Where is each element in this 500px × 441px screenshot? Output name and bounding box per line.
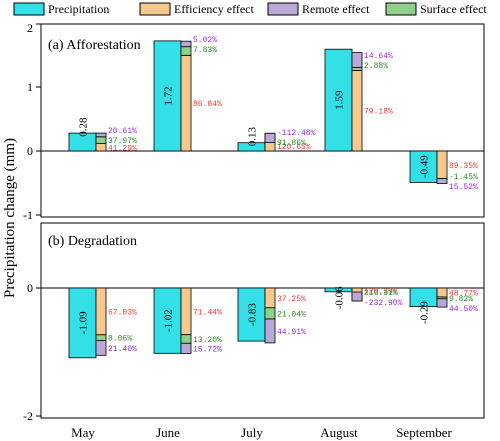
surface-percent-label: 9.82% (449, 295, 473, 304)
efficiency-percent-label: 37.25% (277, 295, 306, 304)
y-tick-label: -1 (23, 208, 33, 222)
remote-effect-bar (352, 292, 362, 301)
remote-effect-bar (181, 343, 191, 353)
surface-percent-label: -1.45% (449, 173, 478, 182)
surface-percent-label: 37.97% (108, 137, 137, 146)
precipitation-value-label: -0.83 (247, 303, 259, 326)
remote-percent-label: 21.40% (108, 345, 137, 354)
remote-effect-bar (437, 179, 447, 184)
surface-effect-bar (352, 68, 362, 71)
legend-swatch-remote (268, 3, 298, 15)
remote-percent-label: 15.52% (449, 183, 478, 192)
y-tick-label: 0 (27, 281, 33, 295)
panel-a-y-ticks: -1 0 1 2 (23, 21, 41, 222)
remote-effect-bar (265, 319, 275, 343)
x-tick-label-june: June (156, 425, 180, 440)
y-tick-label: 2 (27, 21, 33, 35)
efficiency-effect-bar (181, 288, 191, 335)
surface-percent-label: 91.86% (277, 139, 306, 148)
y-axis-label: Precipitation change (mm) (2, 138, 18, 298)
remote-effect-bar (437, 299, 447, 307)
legend-item-remote: Remote effect (268, 2, 370, 16)
efficiency-percent-label: 89.35% (449, 162, 478, 171)
remote-percent-label: 44.50% (449, 305, 478, 314)
x-tick-label-may: May (71, 425, 95, 440)
legend-swatch-efficiency (140, 3, 170, 15)
efficiency-effect-bar (96, 144, 106, 151)
precipitation-value-label: 1.59 (334, 90, 346, 110)
legend-item-precipitation: Precipitation (14, 2, 109, 16)
remote-percent-label: 44.91% (277, 328, 306, 337)
remote-percent-label: 15.72% (193, 345, 222, 354)
precipitation-value-label: -1.02 (163, 309, 175, 332)
remote-effect-bar (181, 41, 191, 47)
precipitation-value-label: 0.13 (247, 127, 259, 147)
efficiency-effect-bar (265, 288, 275, 308)
precipitation-value-label: -0.06 (334, 286, 346, 309)
surface-percent-label: 8.06% (108, 335, 132, 344)
efficiency-effect-bar (352, 70, 362, 151)
panel-b-y-ticks: -2 0 (23, 281, 41, 423)
remote-percent-label: 20.61% (108, 127, 137, 136)
legend-swatch-surface (386, 3, 416, 15)
precipitation-value-label: -1.09 (78, 311, 90, 334)
precipitation-value-label: 1.72 (163, 86, 175, 105)
precipitation-value-label: -0.49 (419, 155, 431, 178)
surface-percent-label: 7.83% (193, 46, 217, 55)
legend-swatch-precipitation (14, 3, 44, 15)
x-tick-labels: May June July August September (71, 425, 452, 440)
y-tick-label: -2 (23, 409, 33, 423)
panel-a-title: (a) Afforestation (48, 38, 141, 53)
remote-effect-bar (265, 133, 275, 142)
efficiency-percent-label: 86.84% (193, 100, 222, 109)
legend-label-surface: Surface effect (420, 2, 487, 16)
legend: Precipitation Efficiency effect Remote e… (14, 2, 487, 16)
surface-effect-bar (96, 137, 106, 144)
legend-item-efficiency: Efficiency effect (140, 2, 255, 16)
remote-effect-bar (96, 340, 106, 355)
remote-percent-label: 5.02% (193, 36, 217, 45)
precipitation-value-label: 0.28 (78, 117, 90, 137)
surface-percent-label: 2.88% (364, 62, 388, 71)
efficiency-effect-bar (96, 288, 106, 335)
y-tick-label: 1 (27, 80, 33, 94)
legend-label-efficiency: Efficiency effect (174, 2, 255, 16)
remote-percent-label: -232.90% (364, 299, 403, 308)
surface-percent-label: 21.04% (277, 310, 306, 319)
x-tick-label-august: August (320, 425, 358, 440)
legend-label-precipitation: Precipitation (48, 2, 109, 16)
remote-percent-label: -112.48% (277, 129, 316, 138)
surface-effect-bar (181, 47, 191, 56)
surface-effect-bar (181, 335, 191, 344)
surface-percent-label: 216.31% (364, 289, 398, 298)
x-tick-label-july: July (241, 425, 263, 440)
efficiency-percent-label: 79.18% (364, 108, 393, 117)
remote-effect-bar (352, 53, 362, 68)
x-tick-label-september: September (396, 425, 452, 440)
chart-marks: 0.28 41.29% 20.61%37.97% 1.72 86.84% 5.02%7.8… (69, 36, 478, 358)
surface-effect-bar (265, 308, 275, 319)
y-tick-label: 0 (27, 144, 33, 158)
surface-effect-bar (96, 335, 106, 341)
legend-label-remote: Remote effect (302, 2, 370, 16)
efficiency-effect-bar (437, 151, 447, 179)
efficiency-effect-bar (437, 288, 447, 297)
surface-percent-label: 13.20% (193, 336, 222, 345)
efficiency-effect-bar (181, 55, 191, 151)
remote-effect-bar (96, 133, 106, 137)
precipitation-value-label: -0.29 (419, 301, 431, 324)
remote-percent-label: 14.64% (364, 52, 393, 61)
legend-item-surface: Surface effect (386, 2, 487, 16)
efficiency-percent-label: 67.03% (108, 308, 137, 317)
efficiency-percent-label: 71.44% (193, 308, 222, 317)
panel-b-title: (b) Degradation (48, 234, 137, 249)
